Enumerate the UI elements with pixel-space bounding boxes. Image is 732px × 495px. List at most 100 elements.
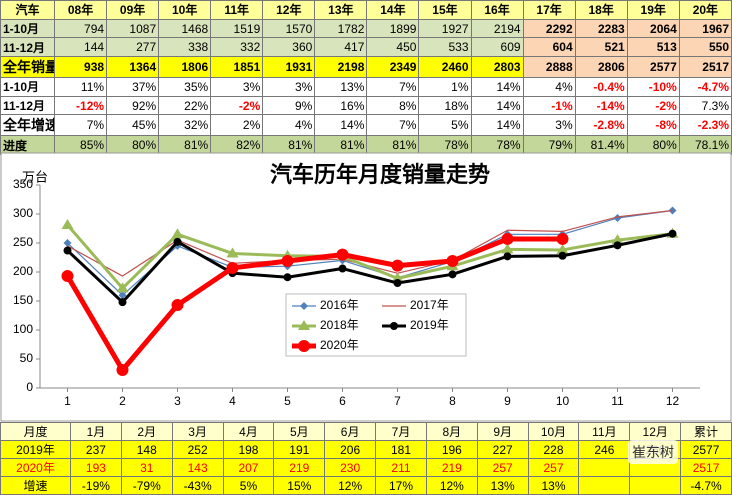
point: [613, 214, 622, 223]
table-cell: 13%: [476, 476, 529, 495]
table-cell: 5%: [418, 114, 472, 137]
table-cell: 2292: [522, 18, 576, 39]
table-cell: -2.3%: [678, 114, 732, 137]
header-cell: 11月: [578, 422, 631, 441]
x-tick-label: 10: [556, 394, 570, 408]
row-label: 增速: [0, 476, 71, 495]
table-cell: -1%: [522, 95, 576, 116]
table-row: 11-12月 -12% 92% 22% -2% 9% 16% 8% 18% 14% -1% -14% -…: [0, 95, 732, 116]
chart-title: 汽车历年月度销量走势: [270, 162, 490, 187]
point: [393, 279, 402, 288]
header-row: 月度 1月 2月 3月 4月 5月 6月 7月 8月 9月 10月 11月 12月 累计: [0, 422, 732, 441]
series-line: [66, 224, 673, 290]
table-cell: 246: [578, 440, 631, 459]
table-cell: 1%: [418, 77, 472, 97]
row-label: 11-12月: [0, 37, 55, 58]
table-cell: 78.1%: [678, 135, 732, 156]
table-cell: 17%: [375, 476, 427, 495]
table-cell: 31: [120, 458, 173, 477]
row-label: 2020年: [0, 458, 71, 477]
header-cell: 15年: [418, 0, 472, 20]
point: [446, 254, 459, 267]
table-cell: 1967: [678, 18, 732, 39]
header-cell: 7月: [375, 422, 427, 441]
point: [336, 248, 349, 261]
table-row: 2019年23714825219819120618119622722824626…: [0, 440, 732, 459]
header-cell: 2月: [120, 422, 173, 441]
table-cell: 252: [171, 440, 224, 459]
y-axis-label: 万台: [22, 169, 48, 184]
point: [338, 264, 347, 273]
table-cell: 211: [375, 458, 427, 477]
table-row: 全年销量 938 1364 1806 1851 1931 2198 2349 2460 2803 2…: [0, 56, 732, 79]
header-cell: 18年: [574, 0, 628, 20]
table-cell: -79%: [120, 476, 173, 495]
legend-label: 2018年: [320, 318, 359, 332]
point: [556, 243, 569, 254]
legend-marker: [298, 320, 310, 330]
series-line: [65, 236, 563, 373]
table-cell: 13%: [314, 77, 368, 97]
y-tick-label: 200: [13, 264, 33, 278]
point: [501, 243, 514, 254]
x-tick-label: 7: [394, 394, 401, 408]
row-label: 2019年: [0, 440, 71, 459]
x-tick-label: 4: [229, 394, 236, 408]
table-cell: 9%: [262, 95, 316, 116]
summary-table: 汽车 08年 09年 10年 11年 12年 13年 14年 15年 16年 17年 18年 19年 20…: [0, 0, 732, 156]
table-cell: 78%: [418, 135, 472, 156]
table-cell: 22%: [158, 95, 212, 116]
point: [226, 247, 239, 258]
table-cell: [578, 476, 631, 495]
point: [118, 291, 127, 300]
table-cell: 4%: [522, 77, 576, 97]
x-tick-label: 3: [174, 394, 181, 408]
table-cell: 3%: [262, 77, 316, 97]
point: [668, 229, 677, 238]
table-cell: 45%: [106, 114, 160, 137]
point: [63, 246, 72, 255]
legend-marker: [300, 302, 308, 310]
x-tick-label: 5: [284, 394, 291, 408]
y-tick-label: 150: [13, 293, 33, 307]
table-cell: -12%: [53, 95, 108, 116]
x-tick-label: 9: [504, 394, 511, 408]
header-cell: 10年: [158, 0, 212, 20]
table-cell: 1087: [106, 18, 160, 39]
table-cell: 193: [70, 458, 122, 477]
table-cell: 81%: [314, 135, 368, 156]
table-cell: 16%: [314, 95, 368, 116]
table-row: 1-10月 794 1087 1468 1519 1570 1782 1899 1927 2194…: [0, 18, 732, 39]
x-tick-label: 1: [64, 394, 71, 408]
legend-marker: [298, 340, 310, 352]
x-tick-label: 11: [611, 394, 624, 408]
table-cell: 92%: [106, 95, 160, 116]
table-cell: 14%: [470, 114, 524, 137]
table-cell: 79%: [522, 135, 576, 156]
table-cell: 181: [375, 440, 427, 459]
table-cell: 14%: [470, 95, 524, 116]
table-cell: 550: [678, 37, 732, 58]
table-cell: 2577: [626, 56, 680, 79]
legend-marker: [390, 322, 398, 330]
header-cell: 汽车: [0, 0, 55, 20]
table-cell: 85%: [53, 135, 108, 156]
header-cell: 11年: [210, 0, 264, 20]
table-cell: 1931: [262, 56, 316, 79]
point: [116, 364, 129, 377]
table-cell: 207: [222, 458, 275, 477]
table-cell: -2%: [626, 95, 680, 116]
table-cell: 227: [476, 440, 529, 459]
table-cell: 7%: [366, 114, 420, 137]
y-tick-label: 100: [13, 322, 33, 336]
y-tick-label: 0: [26, 380, 33, 394]
table-cell: -4.7%: [678, 77, 732, 97]
point: [501, 232, 514, 245]
table-cell: 15%: [273, 476, 326, 495]
row-label: 进度: [0, 135, 55, 156]
header-cell: 4月: [222, 422, 275, 441]
table-cell: 12%: [425, 476, 478, 495]
table-cell: 2888: [522, 56, 576, 79]
